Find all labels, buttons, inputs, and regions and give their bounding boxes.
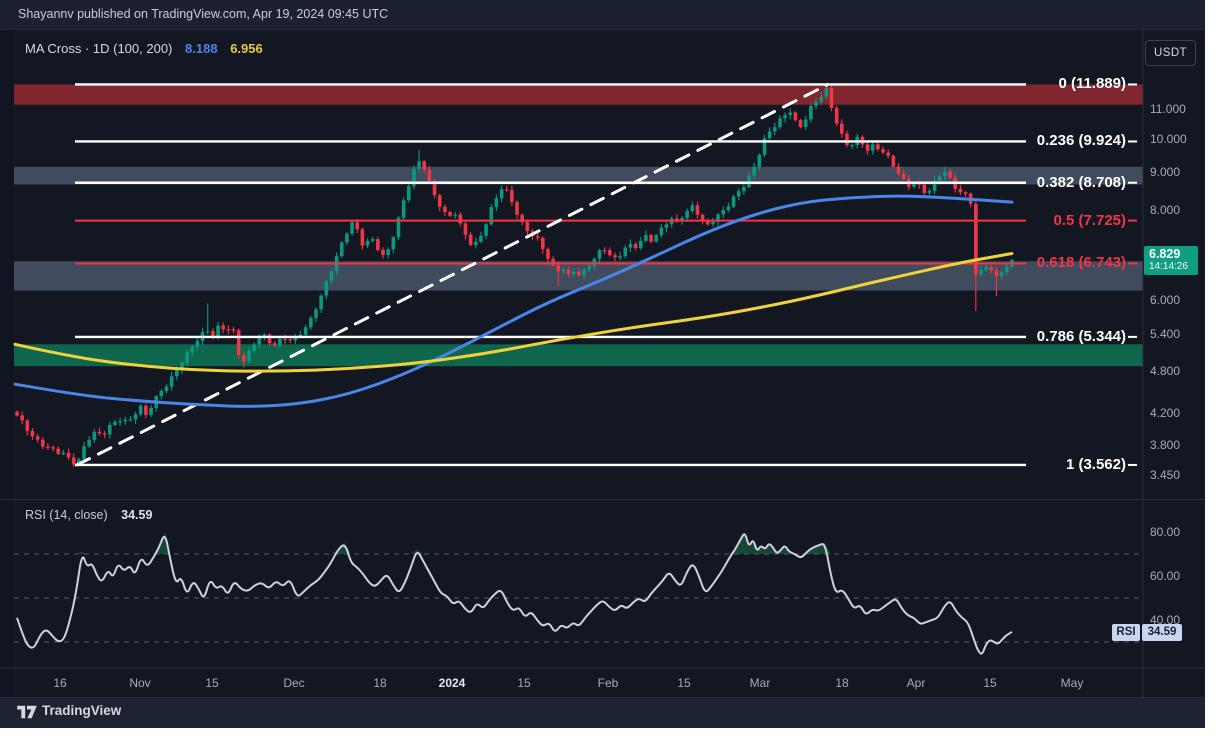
rsi-legend[interactable]: RSI (14, close) 34.59 — [25, 508, 152, 522]
time-axis-label: 16 — [53, 676, 67, 690]
rsi-value: 34.59 — [121, 508, 153, 522]
fib-level-label: 0.382 (8.708) — [1036, 173, 1126, 191]
price-axis-label: 10.000 — [1150, 132, 1187, 147]
time-axis-label: 18 — [835, 676, 849, 690]
time-axis-label: 18 — [373, 676, 387, 690]
overlay-layer: MA Cross · 1D (100, 200) 8.188 6.956 USD… — [0, 30, 1198, 697]
time-axis-label: Apr — [906, 676, 926, 690]
time-axis-label: Mar — [749, 676, 771, 690]
fib-level-label: 0.5 (7.725) — [1053, 211, 1126, 229]
price-axis-label: 8.000 — [1150, 202, 1181, 217]
footer-brand[interactable]: TradingView — [42, 703, 122, 718]
price-axis-label: 11.000 — [1150, 101, 1186, 116]
footer-bar — [0, 697, 1205, 728]
attribution-bar: Shayannv published on TradingView.com, A… — [0, 0, 1205, 30]
time-axis-label: Nov — [129, 676, 151, 690]
price-axis-label: 6.000 — [1150, 293, 1181, 308]
ma-fast-value: 8.188 — [185, 41, 218, 56]
tradingview-logo-icon[interactable] — [16, 704, 38, 720]
fib-level-label: 1 (3.562) — [1065, 455, 1126, 473]
time-axis-label: 15 — [205, 676, 219, 690]
chart-pane[interactable] — [14, 30, 1143, 668]
price-axis-label: 5.400 — [1150, 326, 1181, 341]
currency-toggle-button[interactable]: USDT — [1145, 40, 1196, 66]
last-price: 6.829 — [1149, 247, 1181, 261]
time-axis-label: 2024 — [438, 676, 466, 690]
time-axis-label: 15 — [517, 676, 531, 690]
price-axis-label: 9.000 — [1150, 165, 1181, 180]
rsi-badge-value: 34.59 — [1142, 624, 1182, 641]
legend-title: MA Cross · 1D (100, 200) — [25, 41, 173, 56]
price-axis-label: 4.200 — [1150, 405, 1181, 420]
rsi-axis-label: 80.00 — [1150, 525, 1181, 539]
time-axis-label: Feb — [597, 676, 619, 690]
price-axis-label: 3.450 — [1150, 468, 1181, 483]
fib-level-label: 0.786 (5.344) — [1036, 327, 1126, 345]
price-axis-label: 3.800 — [1150, 437, 1181, 452]
attribution-text: Shayannv published on TradingView.com, A… — [18, 7, 389, 21]
time-scale[interactable] — [0, 668, 1143, 697]
rsi-title: RSI (14, close) — [25, 508, 108, 522]
time-axis-label: Dec — [283, 676, 305, 690]
fib-level-label: 0.618 (6.743) — [1036, 254, 1126, 272]
time-axis-label: 15 — [677, 676, 691, 690]
indicator-legend[interactable]: MA Cross · 1D (100, 200) 8.188 6.956 — [25, 41, 263, 56]
chart-card: Shayannv published on TradingView.com, A… — [0, 0, 1205, 728]
candle-countdown: 14:14:26 — [1149, 261, 1188, 272]
last-price-badge: 6.829 14:14:26 — [1144, 246, 1198, 275]
fib-level-label: 0.236 (9.924) — [1036, 132, 1126, 150]
rsi-axis-label: 60.00 — [1150, 569, 1181, 583]
time-axis-label: 15 — [983, 676, 997, 690]
fib-level-label: 0 (11.889) — [1058, 75, 1126, 93]
price-axis-label: 4.800 — [1150, 363, 1181, 378]
ma-slow-value: 6.956 — [230, 41, 263, 56]
rsi-badge-label: RSI — [1112, 624, 1140, 641]
rsi-axis-label: 40.00 — [1150, 613, 1181, 627]
time-axis-label: May — [1060, 676, 1084, 690]
